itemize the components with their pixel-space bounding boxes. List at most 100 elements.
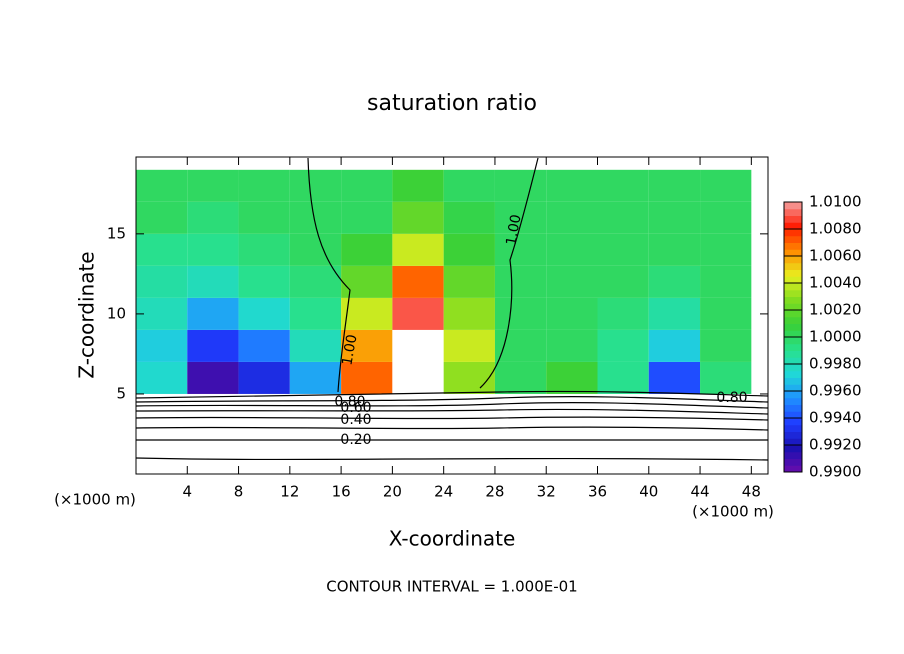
colorbar-band xyxy=(784,249,802,257)
x-tick-label: 8 xyxy=(234,483,244,501)
cell xyxy=(392,233,444,266)
x-tick-label: 36 xyxy=(588,483,607,501)
x-tick-label: 16 xyxy=(332,483,351,501)
colorbar-band xyxy=(784,303,802,311)
cell xyxy=(648,169,701,202)
y-tick-label: 15 xyxy=(107,224,126,242)
colorbar-band xyxy=(784,310,802,318)
colorbar-band xyxy=(784,276,802,284)
colorbar-band xyxy=(784,364,802,372)
x-unit: (×1000 m) xyxy=(692,503,774,521)
colorbar-band xyxy=(784,350,802,358)
colorbar-label: 0.9980 xyxy=(809,355,862,373)
cell xyxy=(597,169,649,202)
cell xyxy=(341,265,393,298)
contour-label: 0.80 xyxy=(716,390,747,406)
cell xyxy=(648,329,701,362)
colorbar-band xyxy=(784,215,802,223)
cell xyxy=(289,361,342,394)
y-tick-label: 10 xyxy=(107,304,126,322)
colorbar-label: 0.9920 xyxy=(809,436,862,454)
colorbar-band xyxy=(784,323,802,331)
cell xyxy=(494,233,547,266)
colorbar-band xyxy=(784,451,802,459)
cell xyxy=(136,201,188,234)
cell xyxy=(443,233,495,266)
cell xyxy=(238,329,290,362)
colorbar-label: 1.0080 xyxy=(809,220,862,238)
cell xyxy=(341,201,393,234)
colorbar-band xyxy=(784,256,802,264)
x-tick-label: 20 xyxy=(383,483,402,501)
x-tick-label: 40 xyxy=(639,483,658,501)
colorbar-label: 1.0100 xyxy=(809,193,862,211)
colorbar-band xyxy=(784,296,802,304)
cell xyxy=(341,233,393,266)
colorbar-band xyxy=(784,377,802,385)
x-tick-label: 12 xyxy=(280,483,299,501)
colorbar-band xyxy=(784,438,802,446)
cell xyxy=(136,265,188,298)
x-tick-label: 44 xyxy=(691,483,710,501)
colorbar-band xyxy=(784,269,802,277)
cell xyxy=(597,329,649,362)
cell xyxy=(443,329,495,362)
plot-frame xyxy=(135,156,769,475)
colorbar-label: 0.9940 xyxy=(809,409,862,427)
cell xyxy=(494,265,547,298)
cell xyxy=(136,297,188,330)
x-tick-label: 24 xyxy=(434,483,453,501)
colorbar-label: 1.0060 xyxy=(809,247,862,265)
cell xyxy=(136,329,188,362)
x-tick-label: 28 xyxy=(485,483,504,501)
cell xyxy=(494,297,547,330)
cell xyxy=(238,233,290,266)
colorbar-band xyxy=(784,404,802,412)
cell xyxy=(700,169,752,202)
cell xyxy=(238,201,290,234)
cell xyxy=(597,361,649,394)
cell xyxy=(289,201,342,234)
x-tick-label: 32 xyxy=(537,483,556,501)
contour-label: 0.20 xyxy=(340,432,371,448)
cell xyxy=(494,329,547,362)
cell xyxy=(289,169,342,202)
colorbar-band xyxy=(784,445,802,453)
cell xyxy=(289,329,342,362)
cell xyxy=(136,169,188,202)
cell xyxy=(700,297,752,330)
cell xyxy=(546,329,598,362)
colorbar-band xyxy=(784,229,802,237)
cell xyxy=(443,361,495,394)
colorbar-band xyxy=(784,343,802,351)
cell xyxy=(494,169,547,202)
x-unit: (×1000 m) xyxy=(54,491,136,509)
colorbar-label: 0.9960 xyxy=(809,382,862,400)
colorbar-band xyxy=(784,391,802,399)
colorbar-band xyxy=(784,465,802,473)
cell xyxy=(648,233,701,266)
x-tick-label: 48 xyxy=(742,483,761,501)
cell xyxy=(341,169,393,202)
cell xyxy=(289,233,342,266)
cell xyxy=(289,265,342,298)
cell xyxy=(700,265,752,298)
cell xyxy=(341,297,393,330)
cell xyxy=(443,201,495,234)
colorbar-band xyxy=(784,337,802,345)
cell xyxy=(648,265,701,298)
colorbar-band xyxy=(784,242,802,250)
cell xyxy=(546,265,598,298)
cell xyxy=(597,233,649,266)
cell xyxy=(597,297,649,330)
contour-label: 1.00 xyxy=(339,333,360,366)
cell xyxy=(136,361,188,394)
cell xyxy=(648,297,701,330)
colorbar-band xyxy=(784,262,802,270)
colorbar-label: 1.0020 xyxy=(809,301,862,319)
contour-label: 0.80 xyxy=(334,394,365,410)
cell xyxy=(187,329,239,362)
cell xyxy=(136,233,188,266)
cell xyxy=(700,201,752,234)
